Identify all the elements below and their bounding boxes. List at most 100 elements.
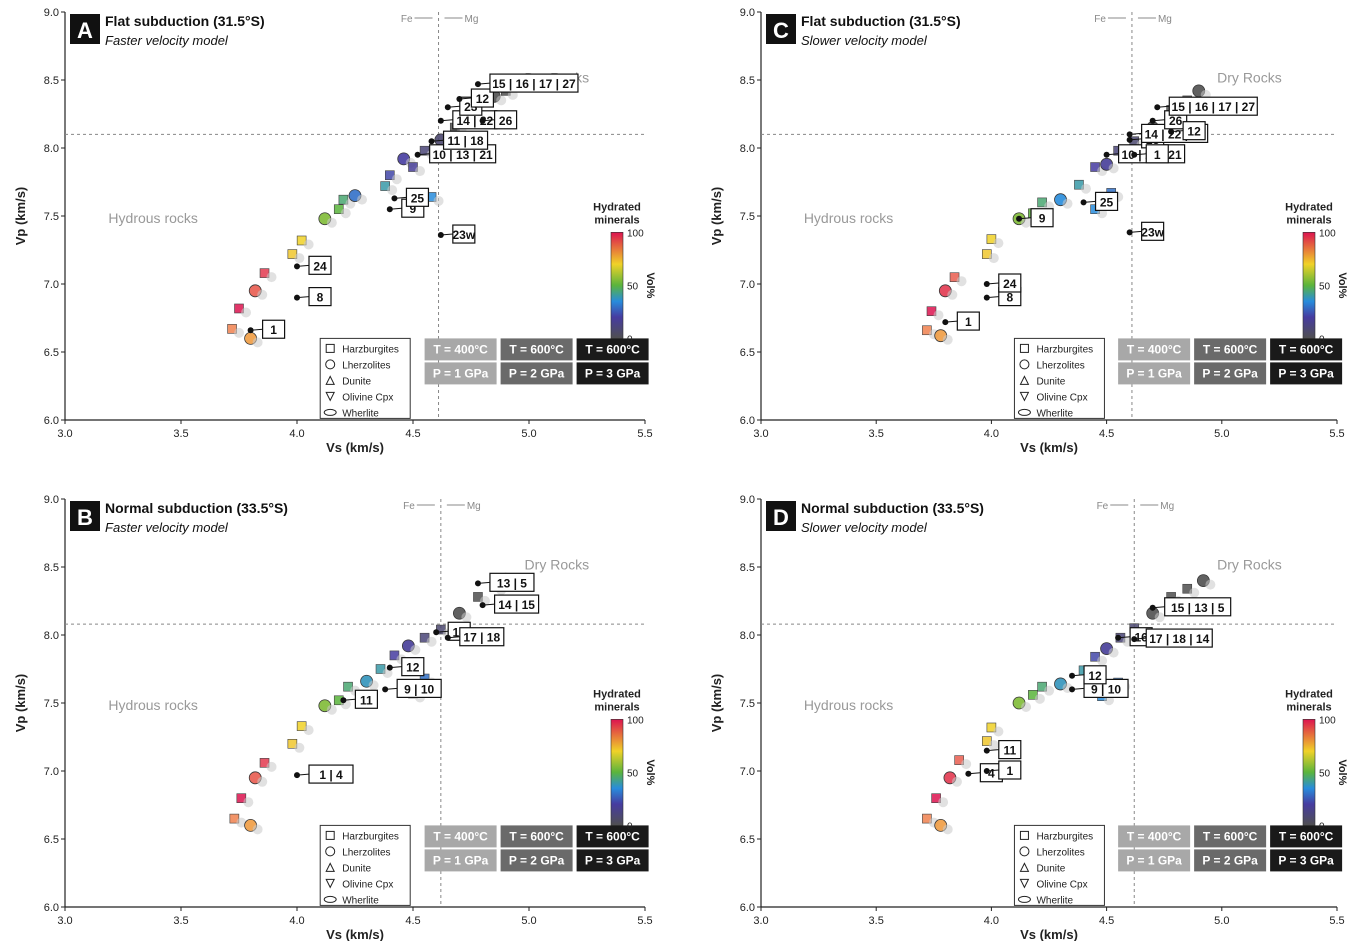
x-tick-label: 3.0	[753, 915, 768, 927]
callout-dot	[294, 772, 300, 779]
callout-label: 16	[1134, 631, 1148, 645]
legend-label: Lherzolites	[342, 360, 390, 371]
hydrous-rocks-label: Hydrous rocks	[108, 697, 197, 713]
callout-box	[354, 689, 378, 709]
x-tick-label: 5.0	[521, 428, 536, 440]
legend-label: Wherlite	[1036, 895, 1073, 906]
y-axis-label: Vp (km/s)	[709, 674, 724, 733]
colorbar-title: minerals	[594, 701, 639, 713]
hydrous-rocks-label: Hydrous rocks	[108, 210, 197, 226]
colorbar-title: minerals	[594, 214, 639, 226]
callout-box	[1145, 144, 1169, 164]
data-point-shadow	[326, 217, 337, 228]
panel-letter: C	[773, 18, 789, 43]
callout-dot	[1069, 672, 1076, 679]
legend-label: Olivine Cpx	[342, 879, 393, 890]
x-tick-label: 4.5	[405, 428, 420, 440]
callout-label: 9 | 10	[1091, 682, 1121, 696]
data-point-shadow	[368, 680, 379, 691]
dry-rocks-label: Dry Rocks	[1217, 557, 1282, 573]
callout-label: 9	[1039, 212, 1046, 226]
temperature-box	[500, 338, 573, 361]
data-point-shadow	[961, 759, 972, 770]
x-tick-label: 3.0	[753, 428, 768, 440]
x-tick-label: 3.0	[57, 428, 72, 440]
data-point-shadow	[1021, 217, 1032, 228]
data-point-shadow	[1097, 655, 1108, 666]
pressure-label: P = 3 GPa	[1278, 853, 1334, 867]
legend-ellipse-icon	[1017, 895, 1031, 903]
panel-d: 6.0 6.5 7.0 7.5 8.0 8.5 9.0 3.0 3.5 4.0 4.5 5.0 5.5 V…	[709, 494, 1348, 941]
callout-label: 12	[476, 92, 490, 106]
legend-circle-icon	[1019, 359, 1030, 370]
pressure-label: P = 2 GPa	[1202, 366, 1258, 380]
callout-label: 15 | 16 | 17 | 27	[1172, 100, 1256, 114]
data-point-shadow	[426, 636, 437, 647]
callout-dot	[983, 747, 990, 754]
callout-box	[494, 594, 540, 614]
callout-dot	[386, 664, 393, 671]
symbol-legend	[1013, 824, 1105, 906]
y-tick-label: 7.0	[740, 279, 755, 291]
pressure-box	[576, 849, 649, 872]
legend-triangle-up-icon	[1019, 375, 1030, 385]
data-point-shadow	[234, 327, 245, 338]
mg-label: Mg	[1158, 14, 1172, 25]
callout-box	[998, 273, 1022, 293]
callout-label: 17 | 18	[463, 631, 500, 645]
y-tick-label: 6.5	[44, 834, 59, 846]
temperature-label: T = 600°C	[509, 829, 564, 843]
y-tick-label: 7.5	[44, 698, 59, 710]
panel-b: 6.0 6.5 7.0 7.5 8.0 8.5 9.0 3.0 3.5 4.0 4.5 5.0 5.5 V…	[13, 494, 656, 941]
colorbar-unit-label: Vol%	[1336, 759, 1348, 785]
x-tick-label: 3.5	[869, 915, 884, 927]
x-tick-label: 4.5	[1099, 915, 1114, 927]
hydrous-rocks-label: Hydrous rocks	[804, 697, 893, 713]
x-tick-label: 4.0	[984, 915, 999, 927]
colorbar-title: Hydrated	[593, 201, 641, 213]
callout-dot	[983, 294, 990, 301]
y-axis-label: Vp (km/s)	[13, 187, 28, 246]
legend-label: Harzburgites	[342, 831, 399, 842]
callout-label: 15 | 13 | 5	[1171, 601, 1225, 615]
callout-label: 8	[317, 291, 324, 305]
legend-label: Olivine Cpx	[1036, 879, 1087, 890]
y-tick-label: 6.0	[740, 415, 755, 427]
data-point-shadow	[1189, 587, 1200, 598]
colorbar-title: Hydrated	[1285, 688, 1333, 700]
callout-label: 1 | 4	[319, 768, 343, 782]
symbol-legend	[319, 824, 411, 906]
temperature-label: T = 400°C	[433, 829, 488, 843]
callout-dot	[1126, 229, 1133, 236]
panel-subtitle: Slower velocity model	[801, 33, 928, 48]
callout-box	[489, 73, 579, 93]
callout-dot	[294, 294, 300, 301]
data-point-shadow	[951, 776, 962, 787]
panel-letter-badge	[766, 14, 796, 44]
callout-box	[459, 627, 505, 647]
callout-dot	[479, 117, 486, 124]
legend-ellipse-icon	[323, 895, 337, 903]
callout-label: 1	[1154, 148, 1161, 162]
data-point-shadow	[415, 166, 425, 177]
colorbar-tick-label: 0	[1319, 821, 1325, 832]
callout-dot	[437, 232, 444, 239]
legend-triangle-down-icon	[1019, 391, 1030, 402]
temperature-box	[424, 825, 497, 848]
temperature-label: T = 400°C	[433, 342, 488, 356]
panel-letter: A	[77, 18, 93, 43]
callout-dot	[1131, 636, 1138, 643]
hydrous-rocks-label: Hydrous rocks	[804, 210, 893, 226]
data-point-shadow	[988, 740, 999, 751]
y-tick-label: 8.5	[740, 562, 755, 574]
callout-dot	[456, 96, 463, 103]
panel-letter-badge	[70, 501, 100, 531]
temperature-box	[1118, 338, 1191, 361]
pressure-box	[1270, 849, 1343, 872]
x-tick-label: 4.0	[984, 428, 999, 440]
callout-box	[494, 110, 518, 130]
callout-dot	[1154, 104, 1161, 111]
legend-square-icon	[1019, 830, 1029, 840]
callout-label: 26	[499, 114, 513, 128]
data-point-shadow	[1154, 612, 1165, 623]
